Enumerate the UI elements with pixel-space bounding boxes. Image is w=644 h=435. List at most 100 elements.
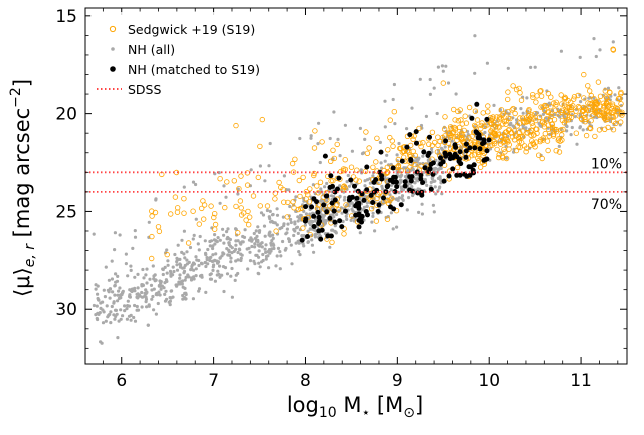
s19-point xyxy=(587,125,593,131)
s19-point xyxy=(385,147,391,153)
s19-point xyxy=(588,92,594,99)
s19-point xyxy=(553,99,559,105)
s19-point xyxy=(530,140,536,146)
nh-all-point xyxy=(161,272,165,277)
nh-all-point xyxy=(133,289,137,293)
s19-point xyxy=(384,216,391,222)
s19-point xyxy=(314,183,320,189)
nh-all-point xyxy=(129,318,133,322)
nh-all-point xyxy=(104,319,108,323)
nh-all-point xyxy=(521,111,525,115)
nh-all-point xyxy=(575,142,579,146)
nh-all-point xyxy=(222,184,226,188)
s19-point xyxy=(551,116,558,123)
nh-all-point xyxy=(347,184,352,188)
nh-all-point xyxy=(570,125,574,130)
nh-all-point xyxy=(492,103,496,107)
nh-all-point xyxy=(340,211,344,215)
nh-all-point xyxy=(225,272,230,276)
nh-all-point xyxy=(250,238,254,242)
nh-all-point xyxy=(197,287,202,291)
nh-all-point xyxy=(96,292,100,296)
s19-point xyxy=(406,149,412,155)
s19-point xyxy=(167,211,174,217)
s19-point xyxy=(281,199,287,205)
nh-all-point xyxy=(260,245,264,249)
nh-matched-point xyxy=(472,145,478,151)
nh-matched-point xyxy=(428,161,434,167)
nh-all-point xyxy=(383,99,387,103)
nh-all-point xyxy=(276,246,281,250)
nh-all-point xyxy=(343,195,347,199)
nh-all-point xyxy=(444,64,448,68)
s19-point xyxy=(581,71,587,78)
nh-all-point xyxy=(534,112,538,116)
nh-all-point xyxy=(208,277,213,281)
s19-point xyxy=(500,121,506,127)
s19-point xyxy=(520,115,526,121)
s19-point xyxy=(525,108,532,114)
nh-all-point xyxy=(135,295,139,299)
nh-all-point xyxy=(279,254,283,258)
nh-all-point xyxy=(192,268,196,272)
s19-point xyxy=(614,106,621,112)
nh-all-point xyxy=(511,124,515,128)
nh-all-point xyxy=(172,269,176,274)
s19-point xyxy=(312,128,318,134)
nh-matched-point xyxy=(318,236,324,242)
nh-all-point xyxy=(301,242,305,246)
s19-point xyxy=(246,214,253,220)
s19-point xyxy=(533,117,539,124)
nh-all-point xyxy=(234,239,238,243)
nh-all-point xyxy=(216,236,220,240)
s19-point xyxy=(505,115,511,121)
nh-matched-point xyxy=(408,178,414,184)
plot-border xyxy=(84,7,628,365)
s19-point xyxy=(450,129,456,135)
nh-all-point xyxy=(258,265,262,269)
nh-matched-point xyxy=(379,173,385,179)
s19-point xyxy=(233,122,239,129)
s19-point xyxy=(208,203,214,209)
s19-point xyxy=(356,178,362,184)
nh-all-point xyxy=(559,127,563,132)
s19-point xyxy=(391,108,397,115)
nh-all-point xyxy=(145,305,149,309)
nh-all-point xyxy=(110,259,114,263)
nh-all-point xyxy=(154,312,158,316)
nh-all-point xyxy=(296,215,300,219)
s19-point xyxy=(588,125,594,132)
nh-all-point xyxy=(97,312,101,316)
nh-all-point xyxy=(241,240,245,244)
nh-all-point xyxy=(213,279,217,283)
s19-point xyxy=(529,120,535,126)
nh-all-point xyxy=(389,211,393,215)
nh-all-point xyxy=(405,127,409,131)
s19-point xyxy=(591,95,597,102)
s19-point xyxy=(410,136,416,142)
nh-all-point xyxy=(104,265,108,269)
nh-all-point xyxy=(113,293,117,297)
nh-all-point xyxy=(310,243,314,247)
nh-all-point xyxy=(145,267,149,271)
s19-point xyxy=(341,231,347,237)
nh-all-point xyxy=(113,231,117,235)
nh-all-point xyxy=(196,242,200,246)
s19-point xyxy=(511,128,518,134)
nh-matched-point xyxy=(418,172,424,178)
s19-point xyxy=(548,103,554,110)
nh-all-point xyxy=(226,227,230,231)
nh-all-point xyxy=(379,161,383,165)
nh-all-point xyxy=(181,297,185,301)
nh-all-point xyxy=(319,187,323,191)
nh-all-point xyxy=(263,234,267,238)
nh-matched-point xyxy=(325,233,331,239)
nh-all-point xyxy=(282,174,286,178)
nh-all-point xyxy=(278,267,282,271)
s19-point xyxy=(497,141,504,147)
nh-all-point xyxy=(253,245,257,249)
s19-point xyxy=(200,216,207,222)
nh-all-point xyxy=(129,289,133,293)
nh-all-point xyxy=(265,208,269,213)
nh-matched-point xyxy=(353,212,359,218)
